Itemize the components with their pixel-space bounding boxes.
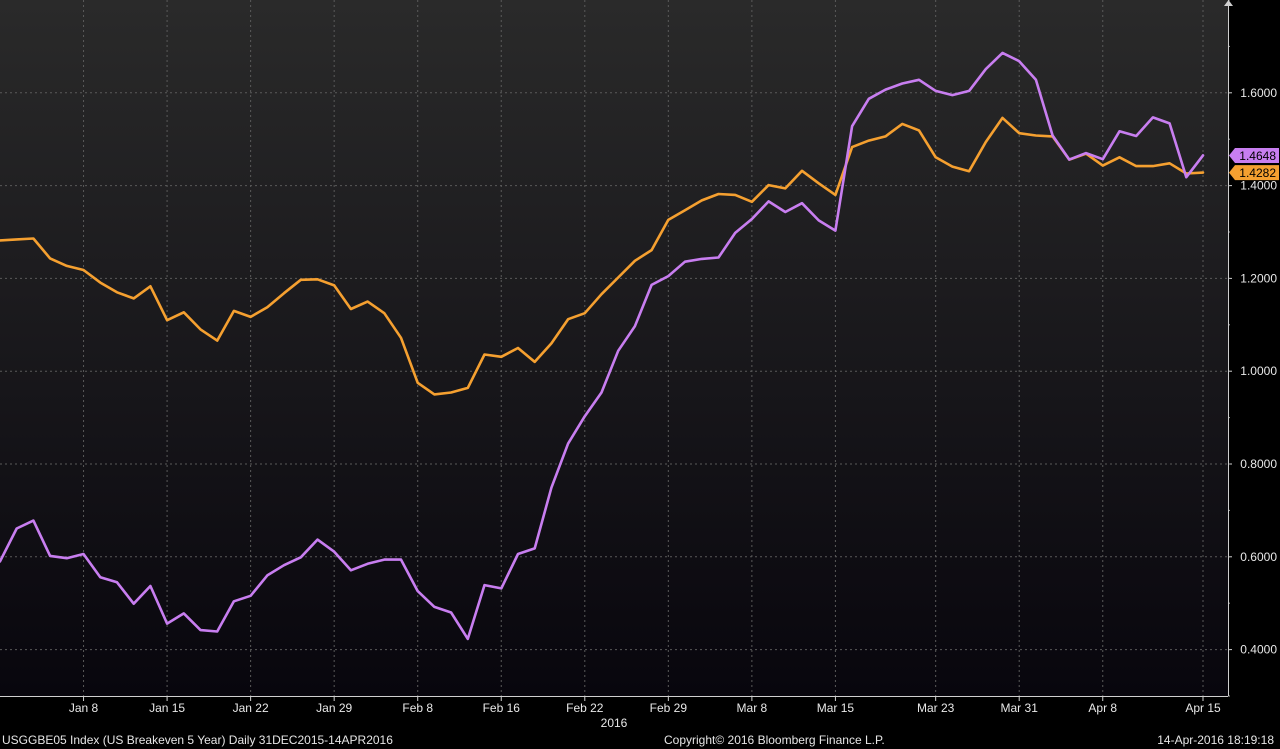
series-lines (0, 51, 1205, 641)
footer-copyright: Copyright© 2016 Bloomberg Finance L.P. (664, 733, 885, 747)
series-line-2 (0, 51, 1205, 641)
y-tick-label: 1.2000 (1240, 271, 1277, 285)
y-tick-label: 1.4000 (1240, 179, 1277, 193)
x-year-label: 2016 (601, 716, 628, 730)
y-tick-label: 0.8000 (1240, 457, 1277, 471)
footer-security-label: USGGBE05 Index (US Breakeven 5 Year) Dai… (2, 733, 393, 747)
x-tick-label: Jan 29 (316, 701, 352, 715)
x-tick-label: Feb 29 (650, 701, 688, 715)
last-value-text-2: 1.4648 (1239, 149, 1276, 163)
x-tick-label: Jan 15 (149, 701, 185, 715)
x-tick-label: Feb 8 (402, 701, 433, 715)
x-tick-label: Feb 16 (483, 701, 521, 715)
x-tick-label: Apr 15 (1185, 701, 1221, 715)
series-line-1 (0, 116, 1205, 396)
line-chart: 0.4000 0.6000 0.8000 1.0000 1.2000 1.4000 1.60… (0, 0, 1279, 730)
last-value-labels: 1.4648 1.4282 (1229, 147, 1279, 181)
y-tick-label: 1.6000 (1240, 86, 1277, 100)
last-value-text-1: 1.4282 (1239, 166, 1276, 180)
x-tick-label: Apr 8 (1088, 701, 1117, 715)
x-tick-label: Jan 22 (233, 701, 269, 715)
x-tick-label: Jan 8 (69, 701, 99, 715)
footer-timestamp: 14-Apr-2016 18:19:18 (1157, 733, 1274, 747)
y-axis-arrow (1224, 0, 1233, 6)
x-tick-label: Feb 22 (566, 701, 604, 715)
y-tick-label: 1.0000 (1240, 364, 1277, 378)
x-tick-label: Mar 23 (917, 701, 955, 715)
axes: 0.4000 0.6000 0.8000 1.0000 1.2000 1.4000 1.60… (0, 0, 1277, 730)
x-tick-label: Mar 31 (1001, 701, 1039, 715)
x-tick-label: Mar 15 (817, 701, 855, 715)
plot-background (0, 0, 1228, 696)
y-tick-label: 0.4000 (1240, 643, 1277, 657)
x-tick-label: Mar 8 (737, 701, 768, 715)
last-value-tag-1 (1229, 165, 1279, 181)
last-value-tag-2 (1229, 147, 1279, 163)
y-tick-label: 0.6000 (1240, 550, 1277, 564)
grid-lines (0, 0, 1228, 696)
footer-bar: USGGBE05 Index (US Breakeven 5 Year) Dai… (0, 731, 1280, 749)
